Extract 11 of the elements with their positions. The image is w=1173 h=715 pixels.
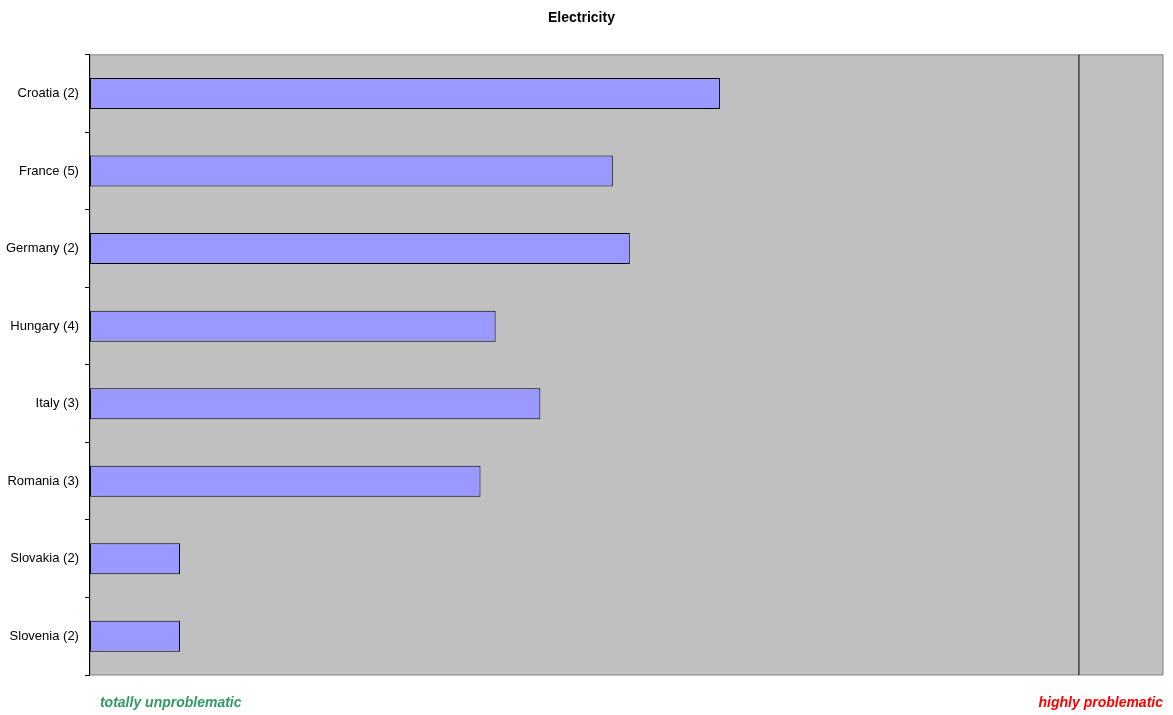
y-tick-label: Croatia (2) [17, 85, 79, 101]
y-tick-label: Slovakia (2) [10, 550, 79, 566]
y-tick-label: Italy (3) [35, 395, 79, 411]
text: totally unproblematic [99, 693, 242, 710]
text: highly problematic [1038, 693, 1164, 710]
chart-title: Electricity [548, 9, 616, 26]
y-tick-label: Slovenia (2) [9, 627, 79, 643]
y-tick-label: Romania (3) [7, 472, 79, 488]
y-tick-label: Hungary (4) [10, 317, 79, 333]
y-tick-label: Germany (2) [5, 240, 79, 256]
y-tick-label: France (5) [18, 162, 79, 178]
